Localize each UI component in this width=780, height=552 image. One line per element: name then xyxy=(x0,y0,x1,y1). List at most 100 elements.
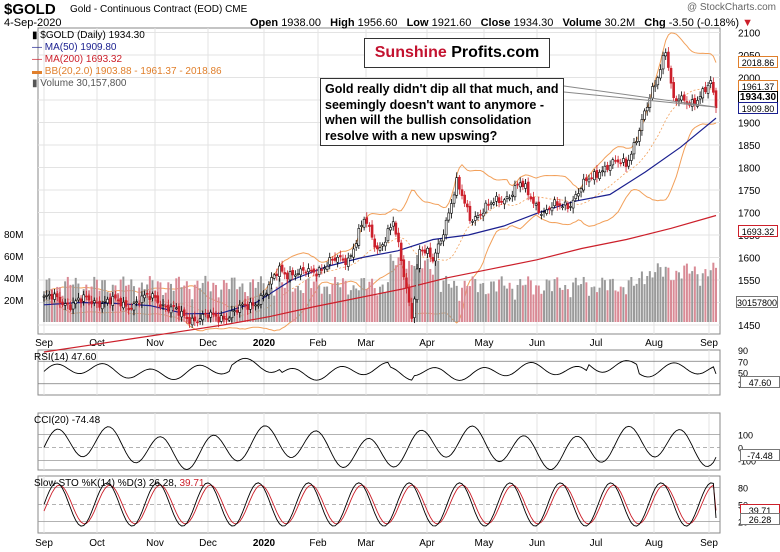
volume-bar xyxy=(532,294,535,322)
candle-body xyxy=(497,197,501,203)
volume-bar xyxy=(453,280,456,322)
rsi-label: RSI(14) 47.60 xyxy=(34,352,97,363)
volume-bar xyxy=(556,277,559,322)
candle-body xyxy=(214,313,218,317)
volume-bar xyxy=(712,262,715,322)
candle-body xyxy=(378,247,382,251)
volume-bar xyxy=(445,275,448,322)
candle-body xyxy=(127,307,130,311)
volume-bar xyxy=(233,277,236,322)
volume-bar xyxy=(598,287,601,322)
candle-body xyxy=(98,300,101,308)
candle-body xyxy=(63,303,67,306)
candle-body xyxy=(569,206,572,208)
candle-body xyxy=(667,51,670,68)
close-label: Close xyxy=(480,17,511,29)
volume-bar xyxy=(603,280,606,322)
x-tick-label: Sep xyxy=(35,338,53,349)
candle-body xyxy=(611,159,615,166)
candle-body xyxy=(185,316,189,319)
candle-body xyxy=(648,98,652,108)
volume-bar xyxy=(500,276,503,322)
down-arrow-icon: ▼ xyxy=(742,17,753,29)
candle-body xyxy=(190,317,194,326)
volume-bar xyxy=(413,265,416,322)
price-tick-label: 1800 xyxy=(738,164,761,175)
close-box: 1934.30 xyxy=(738,91,778,103)
volume-bar xyxy=(492,281,495,322)
volume-bar xyxy=(45,279,48,322)
volume-bar xyxy=(230,277,233,322)
candle-body xyxy=(481,212,485,217)
candle-body xyxy=(201,314,205,321)
candle-body xyxy=(233,310,236,312)
callout-pointer-2 xyxy=(563,91,717,108)
candle-body xyxy=(468,205,472,221)
volume-bar xyxy=(212,282,215,322)
candle-body xyxy=(333,257,337,261)
volume-bar xyxy=(640,271,643,322)
volume-bar xyxy=(662,276,665,322)
low-label: Low xyxy=(406,17,429,29)
candle-body xyxy=(135,301,138,303)
candle-body xyxy=(61,301,64,306)
candle-body xyxy=(582,178,586,191)
volume-bar xyxy=(262,283,265,322)
candle-body xyxy=(503,199,506,205)
x-tick-label-bottom: Aug xyxy=(645,538,663,549)
volume-bar xyxy=(278,278,281,322)
candle-body xyxy=(632,142,636,155)
volume-bar xyxy=(201,282,204,322)
candle-body xyxy=(513,185,517,198)
candle-body xyxy=(299,268,302,276)
volume-bar xyxy=(177,276,180,322)
volume-bar xyxy=(135,299,138,322)
volume-bar xyxy=(659,267,662,322)
candle-body xyxy=(66,302,70,305)
candle-body xyxy=(365,217,369,224)
candle-body xyxy=(286,272,289,280)
candle-body xyxy=(455,177,459,196)
x-tick-label: Apr xyxy=(419,338,435,349)
volume-bar xyxy=(569,297,572,322)
volume-bar xyxy=(656,263,659,322)
candle-body xyxy=(473,216,477,221)
price-tick-label: 1850 xyxy=(738,141,761,152)
volume-bar xyxy=(302,293,305,322)
volume-bar xyxy=(614,290,617,322)
volume-bar xyxy=(683,265,686,322)
volume-bar xyxy=(696,274,699,322)
candle-body xyxy=(553,199,556,207)
x-tick-label: Sep xyxy=(700,338,718,349)
x-tick-label-bottom: Nov xyxy=(146,538,164,549)
candle-body xyxy=(116,299,120,302)
volume-bar xyxy=(400,261,403,322)
volume-bar xyxy=(553,279,556,322)
volume-bar xyxy=(381,284,384,322)
candle-body xyxy=(370,224,374,238)
price-tick-label: 1900 xyxy=(738,119,761,130)
candle-body xyxy=(487,203,490,206)
price-tick-label: 1700 xyxy=(738,209,761,220)
candle-body xyxy=(87,295,91,301)
candle-body xyxy=(69,304,72,311)
candle-body xyxy=(677,98,681,102)
candle-body xyxy=(196,321,199,324)
volume-bar xyxy=(672,280,675,322)
low-value: 1921.60 xyxy=(431,17,472,29)
high-value: 1956.60 xyxy=(357,17,398,29)
candle-body xyxy=(587,178,591,183)
candle-body xyxy=(402,259,406,278)
volume-tick-label: 20M xyxy=(4,296,23,307)
volume-bar xyxy=(365,288,368,322)
volume-bar xyxy=(524,284,527,322)
candle-body xyxy=(180,311,183,318)
candle-body xyxy=(241,303,244,306)
candle-body xyxy=(423,249,427,254)
volume-bar xyxy=(699,285,702,322)
candle-body xyxy=(656,77,660,86)
candle-body xyxy=(77,297,80,301)
candle-body xyxy=(148,295,152,301)
legend-ma200-text: MA(200) 1693.32 xyxy=(44,54,123,65)
candle-body xyxy=(111,296,115,306)
